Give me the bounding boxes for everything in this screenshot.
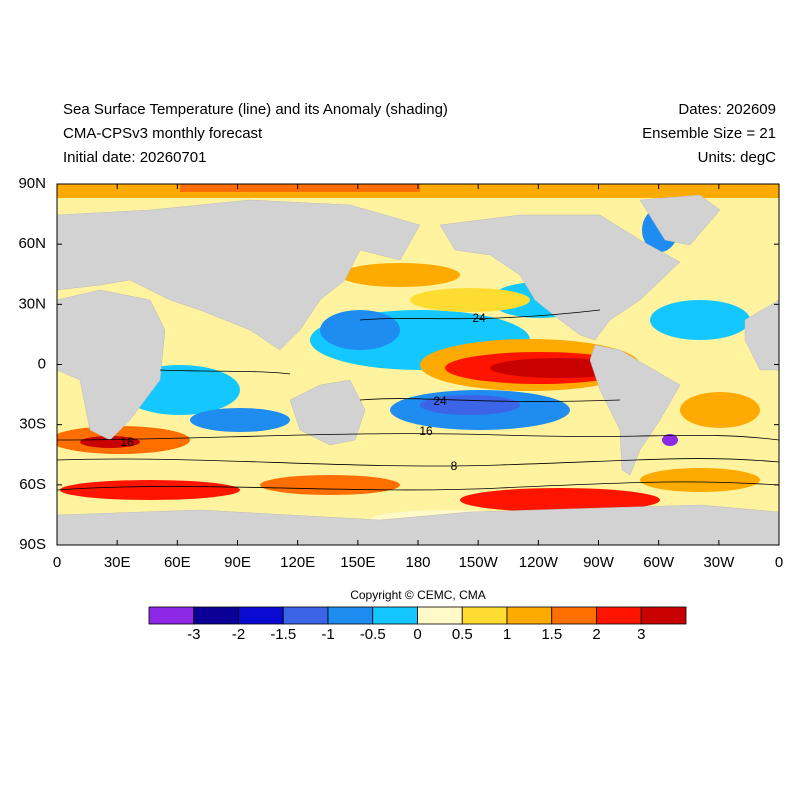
colorbar-swatch [596,606,642,625]
land [57,194,779,545]
colorbar-label: -1.5 [270,626,296,643]
colorbar-label: 2 [592,626,600,643]
colorbar-label: -3 [187,626,200,643]
x-tick-label: 150E [340,554,375,571]
colorbar-swatch [327,606,374,625]
colorbar-swatch [506,606,553,625]
x-tick-label: 60E [164,554,191,571]
colorbar-label: -0.5 [360,626,386,643]
x-tick-label: 120W [519,554,559,571]
x-tick-label: 60W [643,554,675,571]
colorbar-swatch [551,606,597,625]
colorbar-label: -2 [232,626,245,643]
colorbar-swatch [640,606,687,625]
y-tick-label: 90S [19,536,46,553]
contour-label: 16 [419,424,433,438]
colorbar-label: 3 [637,626,645,643]
colorbar-label: 1 [503,626,511,643]
title: Sea Surface Temperature (line) and its A… [63,101,448,118]
x-tick-label: 150W [459,554,499,571]
colorbar-swatch [372,606,418,625]
x-tick-label: 30E [104,554,131,571]
contour-label: 24 [433,394,447,408]
info: Units: degC [698,149,777,166]
y-tick-label: 90N [18,175,46,192]
colorbar-swatch [282,606,329,625]
y-tick-label: 30N [18,295,46,312]
subtitle: CMA-CPSv3 monthly forecast [63,125,263,142]
info: Dates: 202609 [678,101,776,118]
colorbar-label: 0 [413,626,421,643]
x-tick-label: 0 [53,554,61,571]
x-tick-label: 90E [224,554,251,571]
y-tick-label: 0 [38,355,46,372]
x-tick-label: 90W [583,554,615,571]
colorbar-label: -1 [321,626,334,643]
contour-label: 24 [472,311,486,325]
info: Ensemble Size = 21 [642,125,776,142]
contour-label: 16 [120,435,134,449]
y-tick-label: 30S [19,416,46,433]
subtitle: Initial date: 20260701 [63,149,206,166]
x-tick-label: 30W [703,554,735,571]
x-tick-label: 0 [775,554,783,571]
colorbar-swatch [417,606,463,625]
colorbar-label: 1.5 [541,626,562,643]
colorbar-swatch [461,606,508,625]
colorbar-swatch [193,606,239,625]
y-tick-label: 60N [18,235,46,252]
contour-label: 8 [451,459,458,473]
y-tick-label: 60S [19,476,46,493]
colorbar-swatch [148,606,195,625]
colorbar-swatch [238,606,284,625]
colorbar-label: 0.5 [452,626,473,643]
contour-lines [57,309,779,491]
x-tick-label: 180 [405,554,430,571]
x-tick-label: 120E [280,554,315,571]
copyright: Copyright © CEMC, CMA [350,588,486,602]
